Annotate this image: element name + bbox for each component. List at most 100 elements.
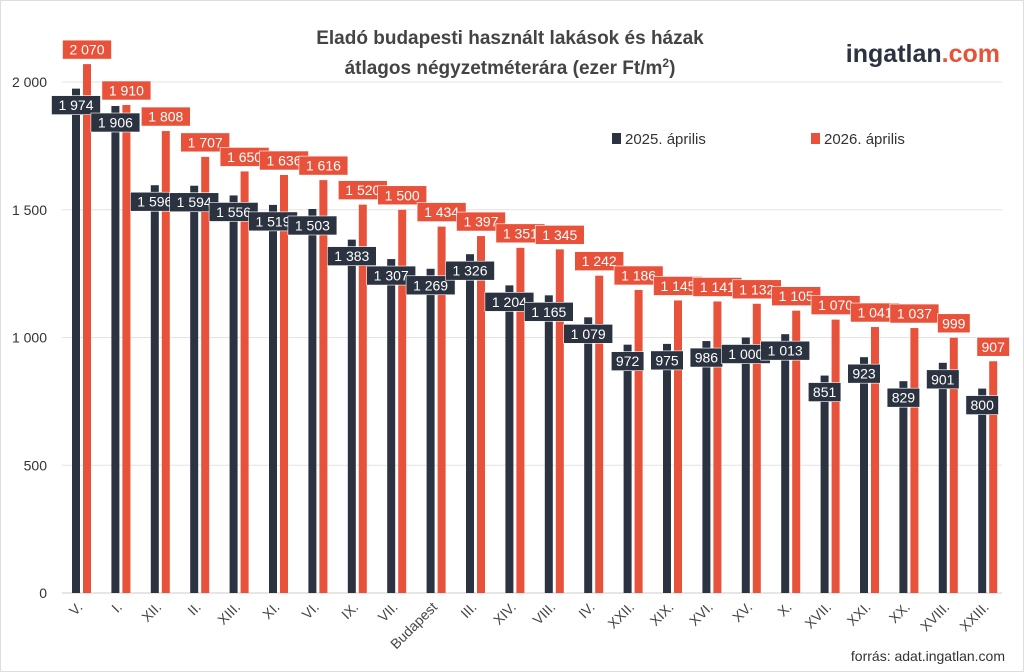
bar-2026	[161, 131, 170, 593]
data-label-2025: 1 326	[452, 263, 487, 279]
data-label-box	[574, 251, 625, 271]
data-label-box	[445, 260, 495, 281]
bar-2025	[466, 254, 474, 593]
data-label-2025: 1 596	[137, 194, 172, 210]
bar-2026	[752, 303, 761, 593]
data-label-2025: 1 906	[98, 115, 133, 131]
x-tick-label: IV.	[575, 599, 598, 622]
data-label-2025: 1 000	[728, 346, 763, 362]
data-label-box	[484, 292, 535, 312]
bar-2026	[555, 249, 564, 594]
bar-2026	[240, 171, 249, 594]
data-label-box	[377, 185, 428, 206]
data-label-2025: 1 519	[255, 213, 290, 229]
title-close: )	[669, 58, 675, 79]
data-label-2026: 1 808	[148, 109, 183, 125]
bar-2025	[820, 375, 829, 593]
x-tick-label: XVIII.	[917, 599, 953, 635]
ingatlan-logo: ingatlan.com	[846, 40, 1000, 68]
bar-2025	[426, 268, 435, 593]
bar-2025	[347, 239, 356, 593]
data-label-box	[456, 211, 506, 232]
legend-label-2025: 2025. április	[625, 131, 706, 148]
data-label-box	[965, 395, 999, 415]
data-label-2026: 1 500	[385, 187, 420, 203]
x-tick-label: X.	[774, 599, 795, 620]
bar-2026	[949, 337, 958, 593]
data-label-2026: 1 105	[779, 288, 814, 304]
bar-2025	[938, 362, 947, 593]
x-tick-label: XXII.	[604, 599, 637, 632]
data-label-2025: 1 013	[768, 343, 803, 359]
data-label-2026: 1 132	[739, 281, 774, 297]
x-tick-label: VIII.	[529, 599, 558, 628]
bar-2026	[989, 361, 998, 593]
data-label-box	[180, 132, 230, 153]
data-label-2025: 986	[695, 350, 719, 366]
data-label-box	[650, 350, 684, 371]
data-label-box	[886, 387, 920, 408]
data-label-2025: 1 556	[216, 204, 251, 220]
data-label-2026: 1 351	[503, 225, 538, 241]
x-tick-label: VI.	[299, 599, 322, 622]
bar-2026	[201, 156, 210, 593]
data-label-2026: 1 141	[700, 279, 735, 295]
bar-2026	[437, 226, 446, 593]
data-label-2025: 1 974	[58, 97, 93, 113]
data-label-2026: 1 434	[424, 204, 459, 220]
data-label-2025: 851	[813, 384, 837, 400]
data-label-2026: 907	[982, 339, 1006, 355]
data-label-box	[937, 313, 971, 334]
x-tick-label: XIV.	[490, 599, 519, 628]
data-label-2025: 1 594	[177, 194, 212, 210]
source-note: forrás: adat.ingatlan.com	[851, 648, 1005, 664]
bar-2026	[831, 319, 840, 593]
data-label-box	[563, 324, 614, 344]
bar-2026	[477, 236, 485, 593]
bar-2026	[871, 327, 879, 593]
data-label-box	[847, 363, 881, 384]
bar-2025	[111, 106, 120, 593]
bar-2025	[150, 185, 159, 594]
data-label-box	[760, 340, 811, 361]
data-label-2025: 1 165	[531, 304, 566, 320]
x-tick-label: V.	[66, 599, 86, 619]
data-label-2026: 999	[942, 315, 966, 331]
title-main: átlagos négyzetméterára (ezer Ft/m	[345, 58, 663, 79]
data-label-2025: 1 204	[492, 294, 527, 310]
legend-label-2026: 2026. április	[824, 131, 905, 148]
legend-swatch-2026	[811, 133, 820, 144]
x-tick-label: I.	[108, 599, 125, 616]
x-tick-label: III.	[457, 599, 479, 621]
bar-2026	[792, 310, 801, 593]
data-label-2025: 829	[892, 390, 916, 406]
bar-2026	[280, 175, 288, 593]
bar-2025	[623, 344, 632, 593]
x-tick-label: XIX.	[647, 599, 677, 629]
chart-title-line1: Eladó budapesti használt lakások és háza…	[316, 28, 704, 49]
data-label-2026: 1 070	[818, 297, 853, 313]
bar-2025	[702, 341, 711, 593]
x-tick-label: XIII.	[214, 599, 243, 628]
title-superscript: 2	[662, 56, 669, 70]
data-label-2025: 901	[931, 371, 955, 387]
data-label-box	[613, 265, 664, 286]
y-tick-label: 1 000	[12, 330, 47, 346]
x-tick-label: XI.	[259, 599, 282, 622]
data-label-2025: 972	[616, 353, 640, 369]
y-tick-label: 500	[24, 457, 48, 473]
data-label-2025: 1 269	[413, 277, 448, 293]
bar-2025	[308, 208, 317, 593]
bar-2025	[269, 204, 277, 593]
data-label-box	[610, 351, 645, 371]
data-label-2026: 1 345	[542, 227, 577, 243]
data-label-box	[298, 155, 349, 176]
data-label-2026: 1 186	[621, 267, 656, 283]
data-label-2026: 1 707	[188, 134, 223, 150]
chart-title-line2: átlagos négyzetméterára (ezer Ft/m2)	[345, 56, 676, 79]
x-tick-label: XVI.	[686, 599, 716, 629]
x-tick-label: VII.	[375, 599, 401, 625]
bar-2025	[72, 88, 80, 593]
data-label-2025: 1 307	[374, 268, 409, 284]
